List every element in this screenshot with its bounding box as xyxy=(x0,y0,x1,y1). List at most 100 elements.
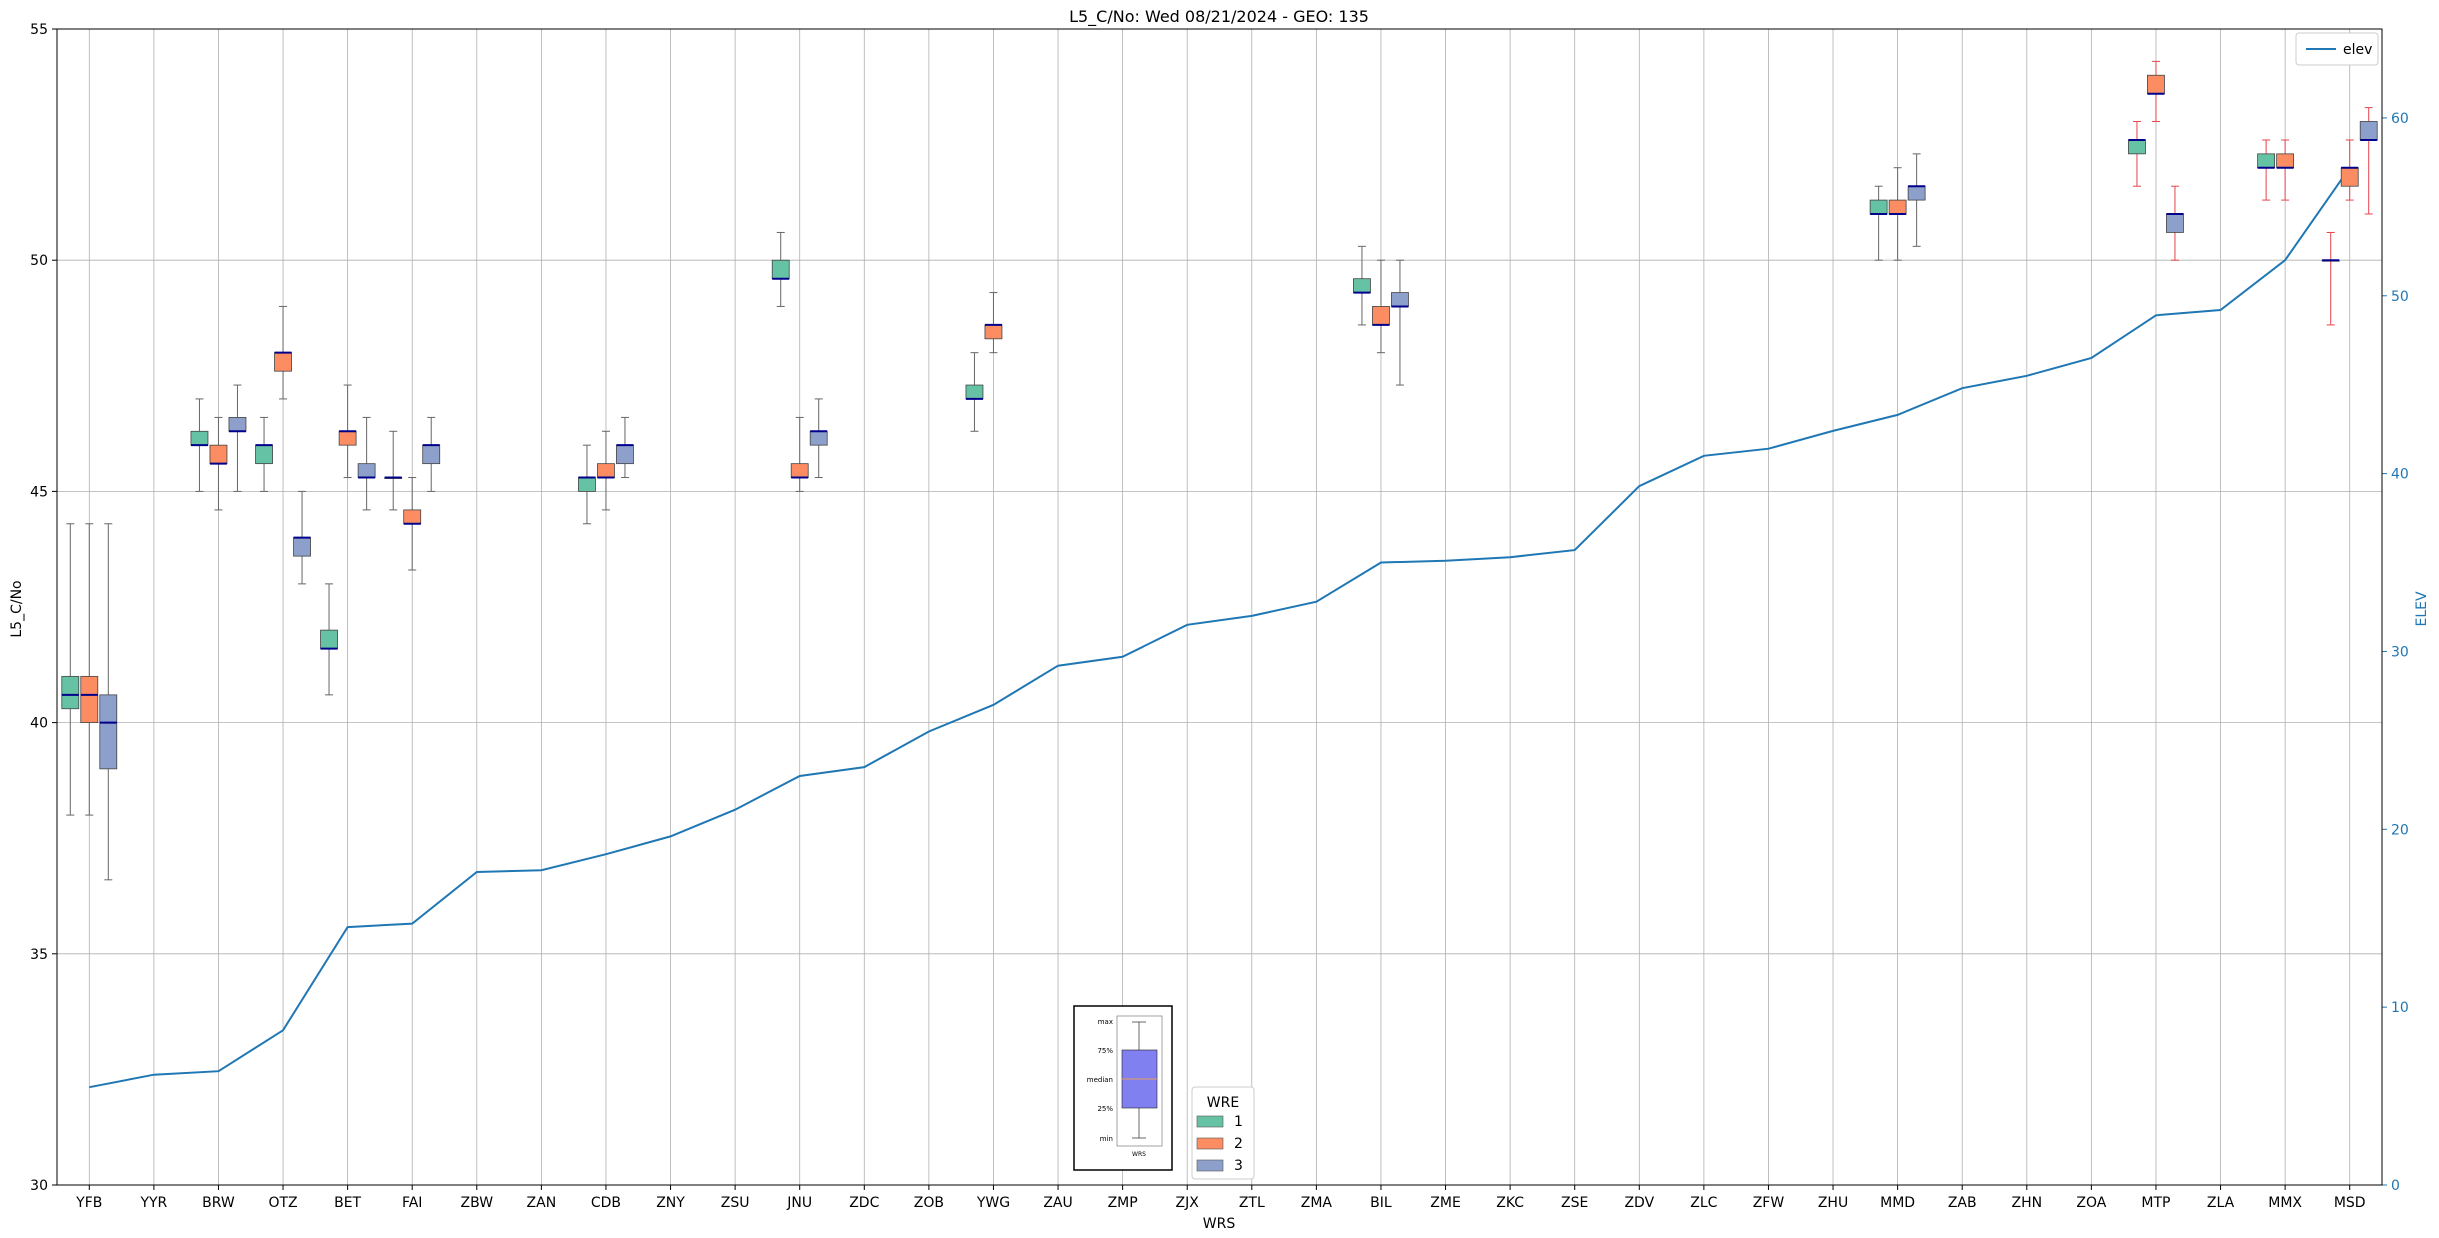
x-tick-label: ZLA xyxy=(2207,1195,2235,1211)
x-tick-label: ZMP xyxy=(1108,1195,1138,1211)
y2-tick-label: 0 xyxy=(2391,1178,2400,1194)
box-body xyxy=(2359,121,2378,141)
x-tick-label: ZOA xyxy=(2076,1195,2106,1211)
box-plot xyxy=(616,416,634,479)
x-tick-label: ZNY xyxy=(656,1195,685,1211)
box-plot xyxy=(1869,185,1888,261)
x-tick-label: JNU xyxy=(786,1195,812,1211)
box-body xyxy=(771,259,790,280)
x-tick-label: BRW xyxy=(202,1195,235,1211)
box-plot xyxy=(1372,259,1390,354)
box-plot xyxy=(190,398,209,492)
legend-wre-swatch-2 xyxy=(1196,1137,1224,1150)
boxplot-key-label-min: min xyxy=(1100,1135,1113,1143)
box-plot xyxy=(384,430,403,511)
x-tick-label: YYR xyxy=(139,1195,167,1211)
y2-tick-label: 30 xyxy=(2391,644,2409,660)
box-plot xyxy=(1907,153,1926,247)
box-body xyxy=(274,352,292,372)
x-tick-label: ZAB xyxy=(1948,1195,1977,1211)
x-tick-label: ZOB xyxy=(914,1195,944,1211)
legend-wre-frame xyxy=(1191,1086,1255,1180)
x-tick-label: MTP xyxy=(2141,1195,2170,1211)
box-plot xyxy=(2340,139,2359,201)
y-tick-label: 35 xyxy=(30,947,48,963)
box-plot xyxy=(80,523,99,816)
box-plot xyxy=(1391,259,1409,386)
x-tick-label: ZSU xyxy=(721,1195,750,1211)
x-tick-label: CDB xyxy=(591,1195,621,1211)
box-plot xyxy=(2166,185,2184,261)
x-tick-label: ZJX xyxy=(1176,1195,1200,1211)
box-body xyxy=(965,384,984,400)
box-plot xyxy=(357,416,376,511)
y-tick-label: 45 xyxy=(30,484,48,500)
box-plot xyxy=(984,292,1003,354)
legend-wre-title: WRE xyxy=(1207,1095,1239,1111)
legend-wre-swatch-3 xyxy=(1196,1159,1224,1172)
box-body xyxy=(1372,306,1390,326)
box-body xyxy=(2340,167,2359,187)
box-body xyxy=(1888,199,1907,215)
box-plot xyxy=(965,352,984,432)
y-axis-label: L5_C/No xyxy=(9,580,25,637)
x-tick-label: ZBW xyxy=(461,1195,494,1211)
y-tick-label: 55 xyxy=(30,22,48,38)
x-tick-label: YWG xyxy=(976,1195,1010,1211)
grid xyxy=(57,28,2382,1186)
box-body xyxy=(1869,199,1888,215)
box-body xyxy=(228,417,247,432)
box-body xyxy=(357,463,376,478)
box-plots xyxy=(61,60,2378,881)
boxplot-key: max 75% median 25% min WRS xyxy=(1073,1005,1173,1171)
x-tick-label: BIL xyxy=(1370,1195,1392,1211)
chart-title: L5_C/No: Wed 08/21/2024 - GEO: 135 xyxy=(1069,7,1369,27)
box-body xyxy=(578,477,596,492)
x-tick-label: ZDV xyxy=(1624,1195,1654,1211)
box-plot xyxy=(320,583,338,696)
y2-tick-label: 10 xyxy=(2391,1000,2409,1016)
box-body xyxy=(320,629,338,650)
x-tick-label: MMD xyxy=(1880,1195,1915,1211)
box-body xyxy=(255,444,273,465)
x-tick-label: ZMA xyxy=(1301,1195,1333,1211)
box-plot xyxy=(255,416,273,492)
y2-tick-label: 50 xyxy=(2391,289,2409,305)
box-body xyxy=(1353,278,1371,293)
box-plot xyxy=(597,430,615,511)
boxplot-key-label-max: max xyxy=(1098,1018,1113,1026)
box-body xyxy=(2147,74,2165,95)
boxplot-key-label-q3: 75% xyxy=(1097,1047,1113,1055)
plot-frame xyxy=(56,28,2383,1186)
x-tick-label: ZAU xyxy=(1043,1195,1072,1211)
box-body xyxy=(616,444,634,465)
x-axis-label: WRS xyxy=(1203,1216,1236,1232)
legend-wre-label-3: 3 xyxy=(1234,1158,1243,1174)
x-tick-label: ZME xyxy=(1430,1195,1461,1211)
x-tick-label: ZHU xyxy=(1818,1195,1848,1211)
box-plot xyxy=(2276,139,2295,201)
axes: YFB YYR BRW OTZ BET FAI ZBW ZAN CDB ZNY ZSU JNU ZDC Z… xyxy=(30,22,2409,1211)
box-body xyxy=(809,430,828,446)
box-body xyxy=(338,430,357,446)
box-body xyxy=(597,463,615,478)
box-plot xyxy=(1353,245,1371,326)
box-body xyxy=(790,463,809,478)
box-body xyxy=(1907,185,1926,201)
box-plot xyxy=(2321,231,2340,326)
x-tick-label: YFB xyxy=(75,1195,102,1211)
box-body xyxy=(2276,153,2295,169)
box-body xyxy=(403,509,422,525)
y2-tick-label: 20 xyxy=(2391,822,2409,838)
box-plot xyxy=(228,384,247,492)
x-tick-label: OTZ xyxy=(268,1195,297,1211)
box-plot xyxy=(2128,120,2146,187)
legend-elev-label: elev xyxy=(2343,42,2372,58)
x-tick-label: ZKC xyxy=(1496,1195,1524,1211)
legend-wre-label-2: 2 xyxy=(1234,1136,1243,1152)
x-tick-label: ZTL xyxy=(1239,1195,1265,1211)
box-body xyxy=(190,430,209,446)
x-tick-label: ZFW xyxy=(1753,1195,1785,1211)
box-plot xyxy=(790,416,809,492)
boxplot-key-label-median: median xyxy=(1087,1076,1113,1084)
